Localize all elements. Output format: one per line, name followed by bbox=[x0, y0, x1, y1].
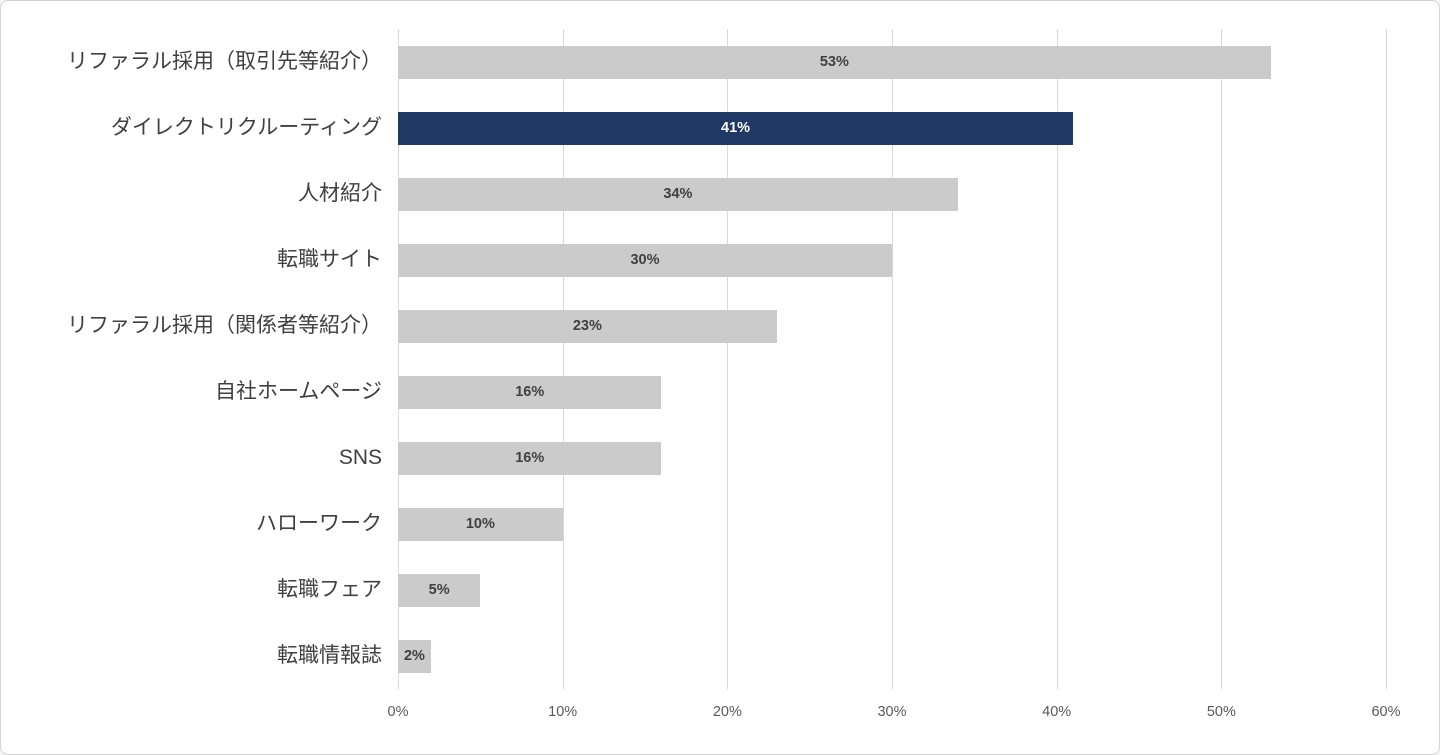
value-label: 34% bbox=[663, 185, 693, 202]
category-label: 人材紹介 bbox=[298, 182, 382, 205]
bar: 5% bbox=[398, 573, 481, 607]
value-label: 30% bbox=[630, 251, 660, 268]
x-axis-tick-label: 60% bbox=[1371, 704, 1401, 720]
bar-highlighted: 41% bbox=[398, 111, 1074, 145]
x-axis-tick-label: 20% bbox=[712, 704, 742, 720]
x-axis-tick-label: 50% bbox=[1206, 704, 1236, 720]
gridline-50% bbox=[1221, 29, 1223, 689]
category-label: 転職サイト bbox=[277, 248, 382, 271]
gridline-30% bbox=[892, 29, 893, 689]
chart-row: リファラル採用（取引先等紹介） 53% bbox=[1, 29, 1439, 95]
plot-area bbox=[398, 29, 1387, 689]
category-label: リファラル採用（関係者等紹介） bbox=[67, 314, 382, 337]
bar: 53% bbox=[398, 45, 1271, 79]
gridline-40% bbox=[1056, 29, 1058, 689]
bar: 30% bbox=[398, 243, 892, 277]
gridline-0% bbox=[398, 29, 399, 689]
chart-row: SNS 16% bbox=[1, 425, 1439, 491]
chart-row: 転職サイト 30% bbox=[1, 227, 1439, 293]
category-label: ハローワーク bbox=[256, 512, 382, 535]
value-label: 23% bbox=[572, 317, 602, 334]
bar: 10% bbox=[398, 507, 563, 541]
gridline-20% bbox=[727, 29, 729, 689]
value-label: 5% bbox=[428, 581, 450, 598]
x-axis-tick-label: 10% bbox=[548, 704, 578, 720]
x-axis-tick-label: 0% bbox=[387, 704, 409, 720]
gridline-10% bbox=[562, 29, 564, 689]
category-label: 自社ホームページ bbox=[215, 380, 382, 403]
chart-row: リファラル採用（関係者等紹介） 23% bbox=[1, 293, 1439, 359]
bar: 34% bbox=[398, 177, 958, 211]
bar: 23% bbox=[398, 309, 777, 343]
category-label: 転職フェア bbox=[277, 578, 382, 601]
bar: 16% bbox=[398, 375, 662, 409]
value-label: 16% bbox=[515, 383, 545, 400]
value-label: 16% bbox=[515, 449, 545, 466]
gridline-60% bbox=[1386, 29, 1387, 689]
category-label: ダイレクトリクルーティング bbox=[110, 116, 382, 139]
value-label: 10% bbox=[465, 515, 495, 532]
value-label: 2% bbox=[403, 647, 425, 664]
bar: 2% bbox=[398, 639, 431, 673]
x-axis-tick-label: 30% bbox=[877, 704, 907, 720]
category-label: 転職情報誌 bbox=[277, 644, 382, 667]
value-label: 53% bbox=[819, 53, 849, 70]
chart-row: ダイレクトリクルーティング 41% bbox=[1, 95, 1439, 161]
value-label: 41% bbox=[721, 119, 751, 136]
category-label: リファラル採用（取引先等紹介） bbox=[67, 50, 382, 73]
bar: 16% bbox=[398, 441, 662, 475]
chart-row: ハローワーク 10% bbox=[1, 491, 1439, 557]
category-label: SNS bbox=[338, 446, 382, 469]
chart-row: 転職情報誌 2% bbox=[1, 623, 1439, 689]
chart-row: 人材紹介 34% bbox=[1, 161, 1439, 227]
chart-row: 転職フェア 5% bbox=[1, 557, 1439, 623]
x-axis-tick-label: 40% bbox=[1042, 704, 1072, 720]
x-axis: 0% 10% 20% 30% 40% 50% 60% bbox=[388, 704, 1401, 728]
chart-row: 自社ホームページ 16% bbox=[1, 359, 1439, 425]
